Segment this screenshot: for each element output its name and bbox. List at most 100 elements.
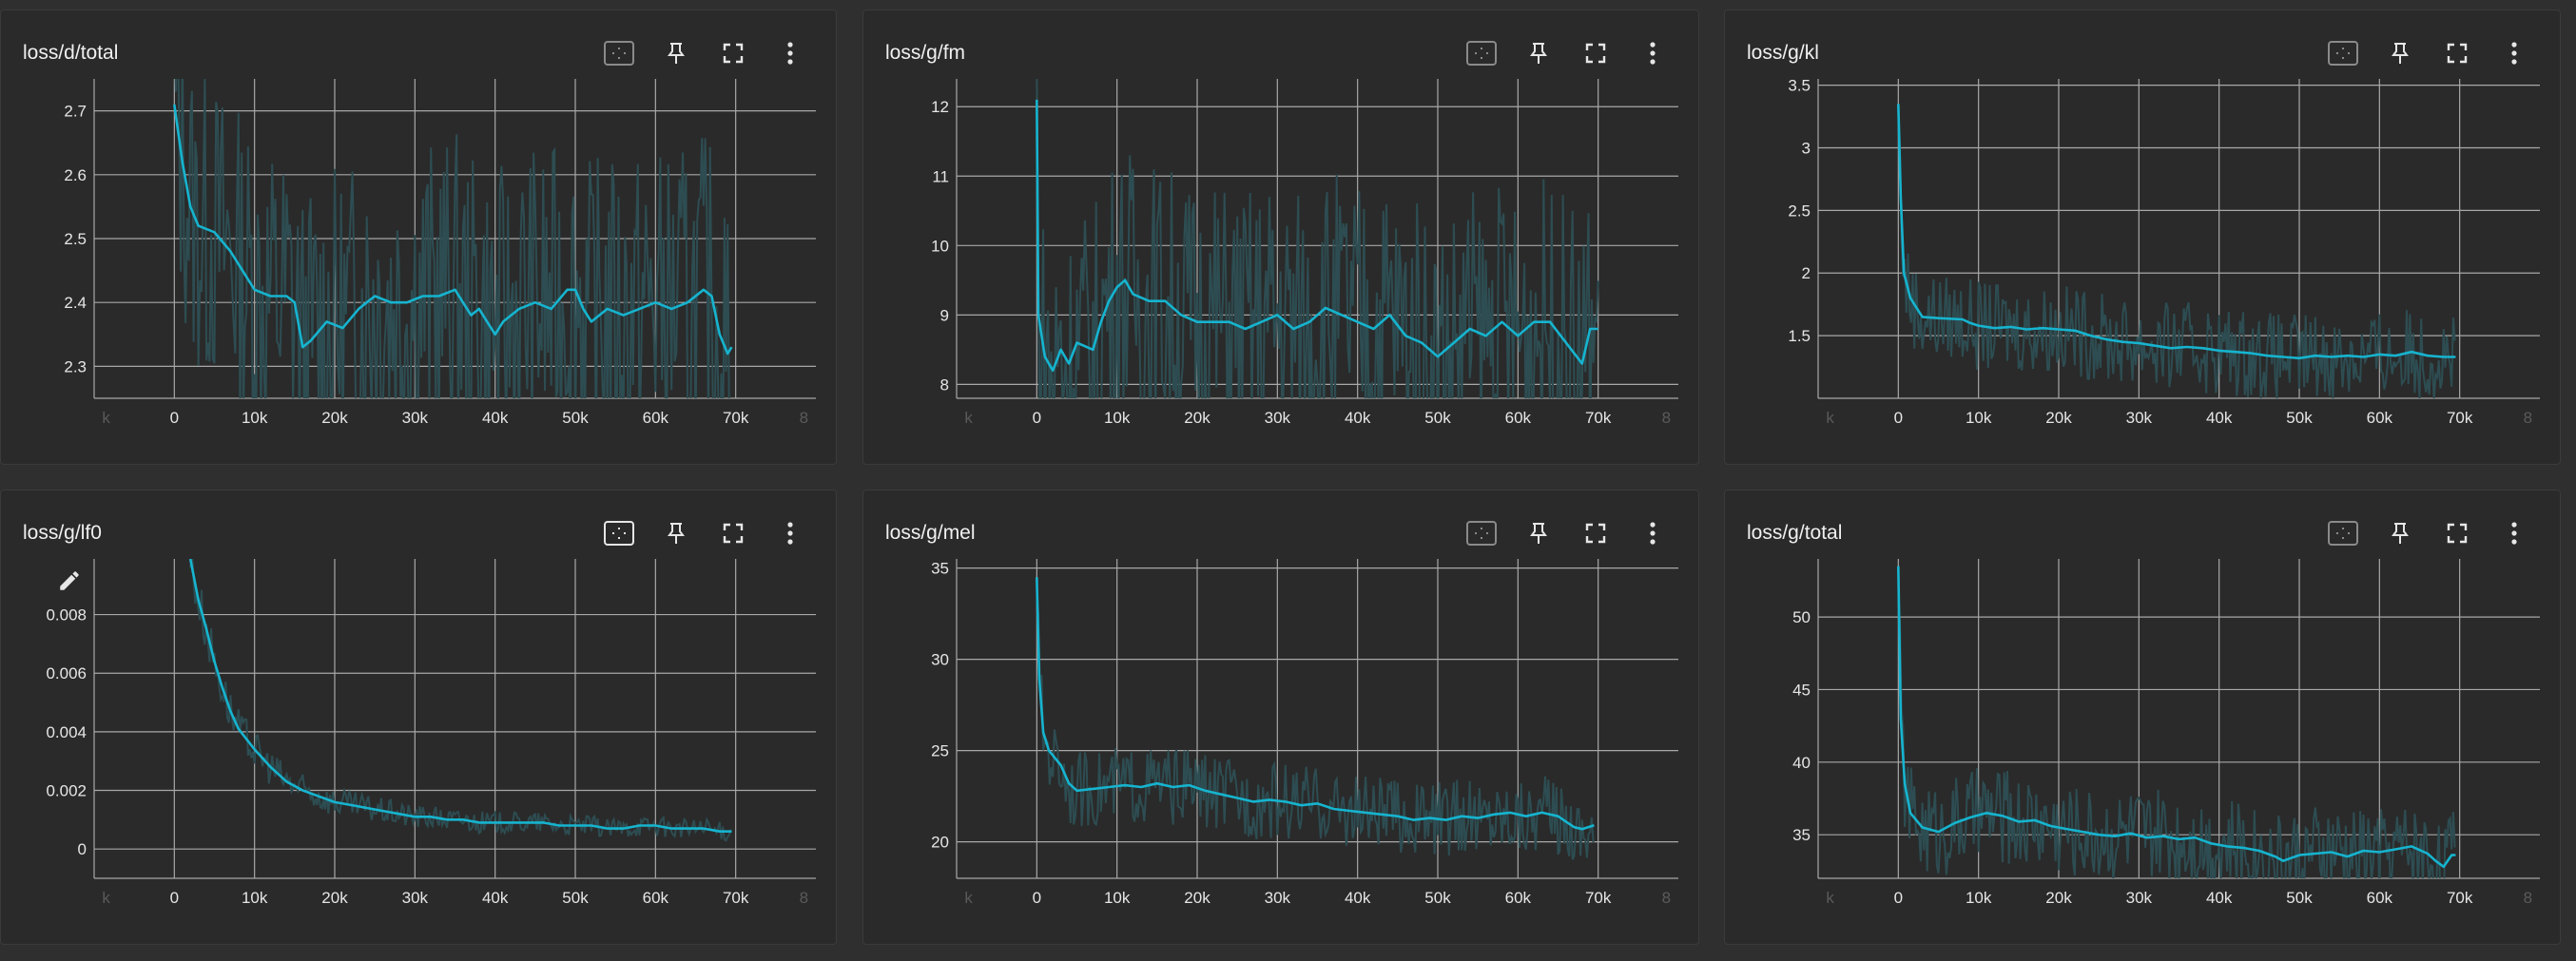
x-tick-label: 70k bbox=[723, 889, 749, 907]
x-tick-label: 40k bbox=[482, 409, 509, 427]
x-tick-label: 10k bbox=[242, 409, 268, 427]
more-vert-icon[interactable] bbox=[2486, 517, 2543, 549]
x-tick-label: 70k bbox=[2447, 409, 2473, 427]
fullscreen-icon[interactable] bbox=[2429, 37, 2486, 69]
card-toolbar bbox=[2315, 37, 2543, 69]
x-tick-label: 10k bbox=[1104, 889, 1131, 907]
card-toolbar bbox=[1453, 517, 1681, 549]
x-tick-label: 50k bbox=[1424, 409, 1451, 427]
x-tick-label: 40k bbox=[482, 889, 509, 907]
chart-card-loss-g-lf0: loss/g/lf0 0 10k 20k 30k 40k 50k 60k 70k k 8 0 0.00… bbox=[0, 490, 837, 945]
edit-pencil-icon[interactable] bbox=[57, 568, 82, 593]
y-tick-label: 2.6 bbox=[64, 166, 87, 184]
y-tick-label: 0.002 bbox=[46, 782, 87, 800]
fullscreen-icon[interactable] bbox=[2429, 517, 2486, 549]
x-tick-label: 50k bbox=[1424, 889, 1451, 907]
fullscreen-icon[interactable] bbox=[705, 517, 762, 549]
fit-domain-icon[interactable] bbox=[1453, 37, 1510, 69]
y-tick-label: 2.3 bbox=[64, 357, 87, 375]
x-tick-label: 20k bbox=[321, 889, 348, 907]
x-tick-label: 10k bbox=[1104, 409, 1131, 427]
card-toolbar bbox=[2315, 517, 2543, 549]
x-tick-label: 10k bbox=[1966, 889, 1992, 907]
pin-icon[interactable] bbox=[2372, 37, 2429, 69]
card-toolbar bbox=[591, 517, 819, 549]
x-tick-label: 30k bbox=[1265, 889, 1291, 907]
more-vert-icon[interactable] bbox=[1624, 517, 1681, 549]
x-tick-label: 70k bbox=[2447, 889, 2473, 907]
raw-series-line bbox=[1036, 79, 1599, 398]
x-tick-label-faint: k bbox=[102, 889, 110, 907]
x-tick-label: 20k bbox=[2045, 409, 2072, 427]
pin-icon[interactable] bbox=[2372, 517, 2429, 549]
fit-domain-icon[interactable] bbox=[591, 517, 648, 549]
x-tick-label: 60k bbox=[1505, 889, 1532, 907]
fullscreen-icon[interactable] bbox=[1567, 517, 1624, 549]
y-tick-label: 3 bbox=[1802, 139, 1811, 157]
x-tick-label-faint: 8 bbox=[2524, 409, 2532, 427]
card-toolbar bbox=[591, 37, 819, 69]
x-tick-label-faint: k bbox=[964, 889, 973, 907]
more-vert-icon[interactable] bbox=[1624, 37, 1681, 69]
x-tick-label: 10k bbox=[242, 889, 268, 907]
card-title: loss/d/total bbox=[23, 42, 119, 64]
y-tick-label: 20 bbox=[931, 834, 949, 852]
y-tick-label: 35 bbox=[1792, 826, 1811, 844]
pin-icon[interactable] bbox=[1510, 517, 1567, 549]
x-tick-label: 50k bbox=[562, 889, 589, 907]
x-tick-label: 20k bbox=[321, 409, 348, 427]
x-tick-label: 40k bbox=[2206, 409, 2233, 427]
x-tick-label: 50k bbox=[2286, 409, 2313, 427]
x-tick-label: 20k bbox=[1184, 409, 1211, 427]
smoothed-series-line bbox=[1036, 577, 1595, 831]
fit-domain-icon[interactable] bbox=[2315, 37, 2372, 69]
x-tick-label: 0 bbox=[1894, 889, 1903, 907]
card-title: loss/g/kl bbox=[1747, 42, 1819, 64]
x-tick-label: 60k bbox=[643, 889, 669, 907]
more-vert-icon[interactable] bbox=[2486, 37, 2543, 69]
raw-series-line bbox=[189, 559, 732, 842]
y-tick-label: 2.7 bbox=[64, 103, 87, 121]
line-chart[interactable]: 0 10k 20k 30k 40k 50k 60k 70k k 8 2.3 2.4 2.5 2.6 2.7 bbox=[1, 10, 838, 466]
x-tick-label-faint: 8 bbox=[1662, 889, 1671, 907]
pin-icon[interactable] bbox=[648, 37, 705, 69]
more-vert-icon[interactable] bbox=[762, 517, 819, 549]
y-tick-label: 1.5 bbox=[1788, 327, 1811, 345]
smoothed-series-line bbox=[1897, 104, 2456, 360]
pin-icon[interactable] bbox=[648, 517, 705, 549]
x-tick-label: 0 bbox=[170, 409, 179, 427]
fullscreen-icon[interactable] bbox=[705, 37, 762, 69]
more-vert-icon[interactable] bbox=[762, 37, 819, 69]
line-chart[interactable]: 0 10k 20k 30k 40k 50k 60k 70k k 8 35 40 45 50 bbox=[1725, 490, 2562, 946]
x-tick-label: 70k bbox=[1585, 409, 1612, 427]
fit-domain-icon[interactable] bbox=[2315, 517, 2372, 549]
line-chart[interactable]: 0 10k 20k 30k 40k 50k 60k 70k k 8 20 25 30 35 bbox=[863, 490, 1700, 946]
x-tick-label: 60k bbox=[643, 409, 669, 427]
x-tick-label: 60k bbox=[2367, 409, 2393, 427]
x-tick-label: 20k bbox=[1184, 889, 1211, 907]
x-tick-label: 30k bbox=[2126, 409, 2153, 427]
smoothed-series-line bbox=[1897, 566, 2456, 869]
pin-icon[interactable] bbox=[1510, 37, 1567, 69]
x-tick-label-faint: k bbox=[1826, 889, 1834, 907]
y-tick-label: 0.006 bbox=[46, 664, 87, 682]
x-tick-label-faint: 8 bbox=[800, 889, 808, 907]
fit-domain-icon[interactable] bbox=[591, 37, 648, 69]
card-title: loss/g/fm bbox=[885, 42, 966, 64]
y-tick-label: 0.004 bbox=[46, 723, 87, 741]
x-tick-label-faint: k bbox=[1826, 409, 1834, 427]
x-tick-label: 60k bbox=[2367, 889, 2393, 907]
x-tick-label-faint: k bbox=[964, 409, 973, 427]
x-tick-label: 60k bbox=[1505, 409, 1532, 427]
x-tick-label: 0 bbox=[1033, 889, 1041, 907]
y-tick-label: 9 bbox=[940, 306, 949, 324]
line-chart[interactable]: 0 10k 20k 30k 40k 50k 60k 70k k 8 0 0.002 0.004 0.006… bbox=[1, 490, 838, 946]
fit-domain-icon[interactable] bbox=[1453, 517, 1510, 549]
y-tick-label: 30 bbox=[931, 651, 949, 669]
line-chart[interactable]: 0 10k 20k 30k 40k 50k 60k 70k k 8 1.5 2 2.5 3 3.5 bbox=[1725, 10, 2562, 466]
y-tick-label: 0 bbox=[78, 840, 87, 858]
x-tick-label: 30k bbox=[2126, 889, 2153, 907]
raw-series-line bbox=[1897, 106, 2456, 398]
fullscreen-icon[interactable] bbox=[1567, 37, 1624, 69]
